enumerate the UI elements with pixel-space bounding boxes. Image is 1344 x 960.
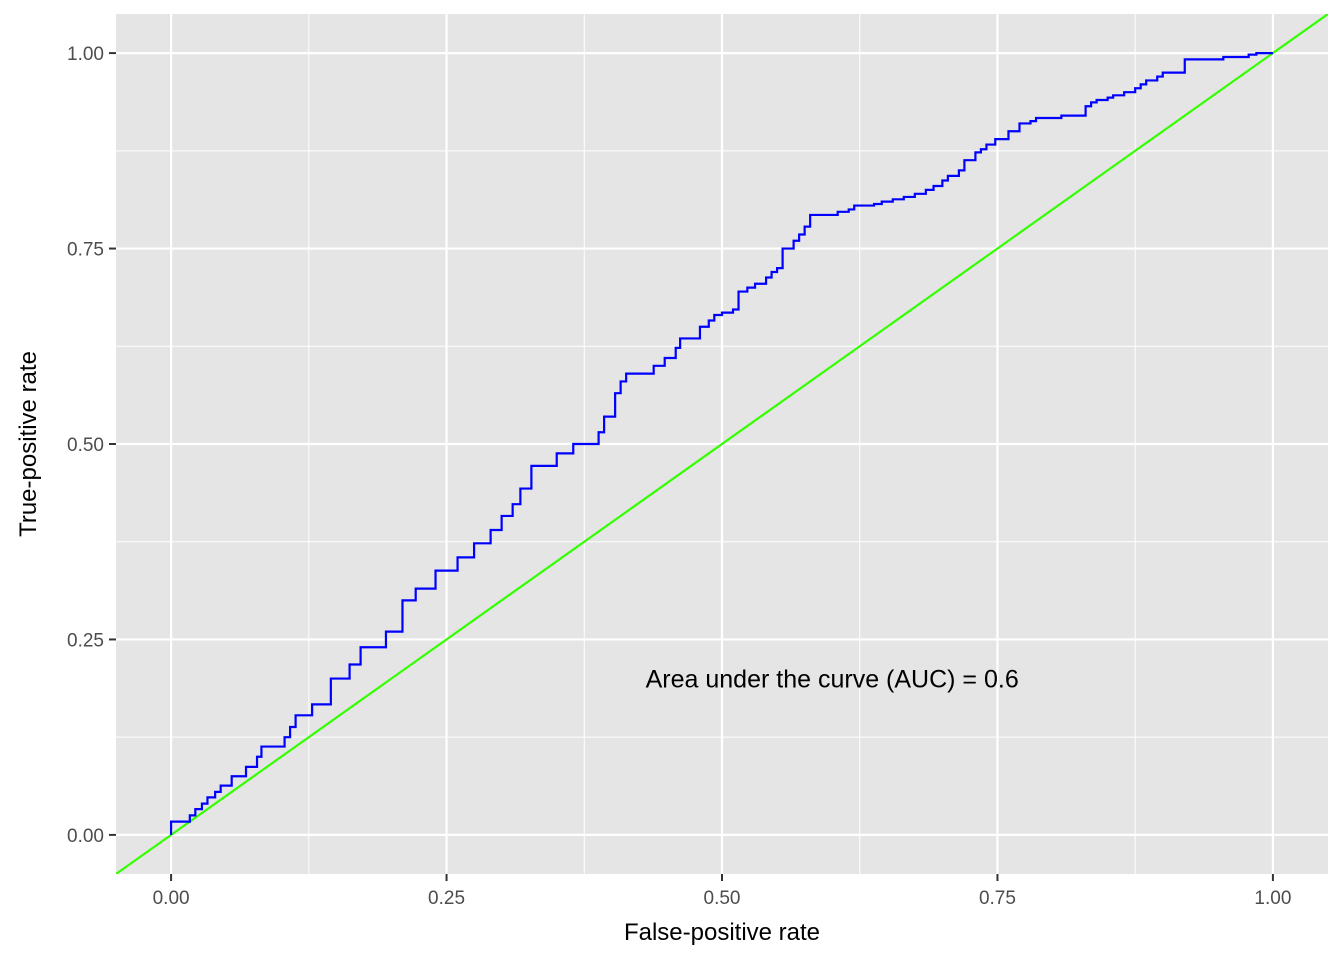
x-axis: 0.00 0.25 0.50 0.75 1.00	[153, 874, 1291, 909]
y-tick-label: 1.00	[67, 44, 104, 65]
x-tick-label: 0.75	[979, 888, 1016, 909]
x-axis-title: False-positive rate	[624, 919, 820, 946]
x-tick-label: 0.25	[428, 888, 465, 909]
y-axis: 0.00 0.25 0.50 0.75 1.00	[67, 44, 116, 847]
y-tick-label: 0.00	[67, 826, 104, 847]
y-tick-label: 0.50	[67, 435, 104, 456]
y-axis-title: True-positive rate	[15, 351, 42, 537]
auc-annotation: Area under the curve (AUC) = 0.6	[646, 666, 1019, 694]
diagonal-reference-line	[116, 14, 1328, 874]
y-tick-label: 0.25	[67, 630, 104, 651]
roc-curve-line	[169, 51, 1273, 835]
x-tick-label: 1.00	[1254, 888, 1291, 909]
x-tick-label: 0.00	[153, 888, 190, 909]
y-tick-label: 0.75	[67, 240, 104, 261]
x-tick-label: 0.50	[704, 888, 741, 909]
